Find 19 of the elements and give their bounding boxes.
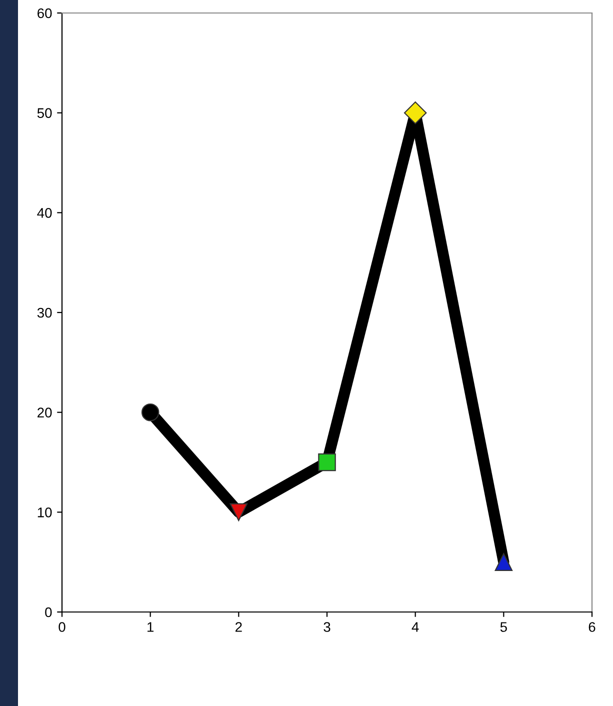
x-tick-label: 1 bbox=[148, 622, 154, 632]
x-tick-label: 2 bbox=[236, 622, 242, 632]
point bbox=[494, 553, 513, 571]
y-tick-label: 10 bbox=[38, 508, 52, 518]
y-tick-label: 60 bbox=[38, 8, 52, 18]
point bbox=[318, 453, 336, 472]
x-tick-label: 5 bbox=[500, 622, 507, 632]
point bbox=[141, 403, 160, 422]
y-tick-label: 50 bbox=[37, 108, 52, 118]
x-tick-label: 3 bbox=[324, 622, 330, 632]
point bbox=[230, 503, 248, 522]
y-tick-label: 20 bbox=[38, 408, 52, 418]
y-tick-label: 40 bbox=[37, 208, 52, 218]
y-tick-label: 30 bbox=[37, 308, 52, 318]
y-tick-label: 0 bbox=[45, 607, 52, 618]
x-tick-label: 6 bbox=[588, 622, 596, 632]
point bbox=[404, 101, 427, 124]
x-tick-label: 0 bbox=[58, 622, 66, 632]
x-tick-label: 4 bbox=[412, 622, 419, 632]
